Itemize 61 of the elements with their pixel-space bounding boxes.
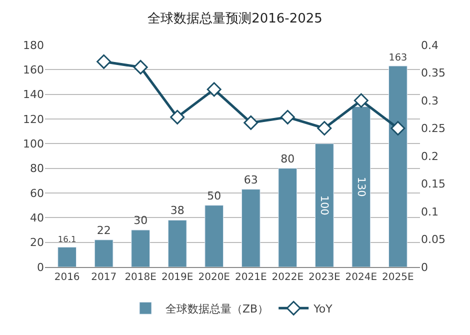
y2-tick-label: 0.15	[421, 178, 446, 191]
y2-tick-label: 0.4	[421, 38, 438, 52]
bar	[388, 66, 408, 267]
x-tick-label: 2023E	[308, 272, 340, 283]
y2-tick-label: 0.1	[421, 205, 438, 218]
y2-tick-label: 0.05	[421, 233, 446, 246]
bar	[314, 143, 334, 267]
chart-title: 全球数据总量预测2016-2025	[148, 12, 322, 26]
bar	[168, 220, 187, 267]
bar	[241, 189, 260, 267]
y-tick-label: 0	[37, 260, 44, 274]
y2-tick-label: 0.3	[421, 94, 438, 108]
point	[280, 110, 295, 124]
y2-tick-label: 0.2	[421, 150, 438, 163]
legend-label: YoY	[312, 302, 333, 316]
x-tick-label: 2018E	[124, 272, 156, 283]
y-tick-label: 120	[23, 112, 44, 126]
data-label: 16.1	[58, 234, 76, 244]
bar	[94, 240, 114, 267]
x-tick-label: 2022E	[272, 272, 304, 283]
data-label: 63	[244, 173, 258, 186]
data-label: 30	[134, 214, 148, 227]
data-label: 163	[388, 52, 408, 64]
bar	[352, 106, 371, 267]
y-tick-label: 100	[23, 138, 44, 151]
point	[244, 115, 258, 130]
y-tick-label: 180	[23, 38, 44, 52]
bar	[58, 246, 76, 267]
data-label: 50	[207, 189, 222, 202]
point	[206, 82, 222, 97]
x-tick-label: 2025E	[382, 272, 414, 283]
x-tick-label: 2016	[54, 272, 80, 283]
bar	[278, 168, 298, 267]
x-tick-label: 2019E	[161, 272, 194, 283]
point	[390, 121, 406, 136]
y2-tick-label: 0	[421, 260, 428, 274]
point	[354, 93, 368, 108]
legend-label: 全球数据总量（ZB）	[166, 302, 269, 316]
y-tick-label: 40	[30, 212, 44, 225]
y-tick-label: 140	[23, 88, 44, 102]
bar	[204, 205, 224, 267]
point	[317, 121, 332, 136]
y-tick-label: 160	[23, 64, 44, 77]
data-label: 80	[280, 152, 295, 166]
y2-tick-label: 0.35	[421, 66, 446, 80]
point	[96, 54, 112, 69]
y2-tick-label: 0.25	[421, 122, 446, 136]
bar	[131, 230, 150, 267]
data-label: 130	[354, 176, 367, 197]
y-tick-label: 20	[30, 236, 44, 250]
x-tick-label: 2024E	[345, 272, 378, 283]
y-tick-label: 80	[30, 162, 44, 176]
x-tick-label: 2017	[91, 272, 117, 283]
data-label: 38	[170, 204, 184, 218]
data-label: 100	[318, 195, 330, 216]
x-tick-label: 2021E	[234, 272, 267, 283]
point	[133, 60, 148, 74]
data-label: 22	[96, 224, 111, 237]
point	[170, 110, 185, 124]
y-tick-label: 60	[30, 186, 44, 200]
x-tick-label: 2020E	[198, 272, 230, 283]
